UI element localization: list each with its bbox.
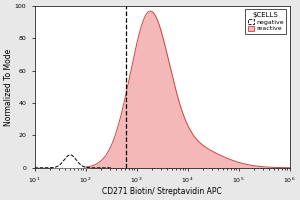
Y-axis label: Normalized To Mode: Normalized To Mode — [4, 48, 13, 126]
X-axis label: CD271 Biotin/ Streptavidin APC: CD271 Biotin/ Streptavidin APC — [102, 187, 222, 196]
Legend: negative, reactive: negative, reactive — [245, 9, 286, 34]
